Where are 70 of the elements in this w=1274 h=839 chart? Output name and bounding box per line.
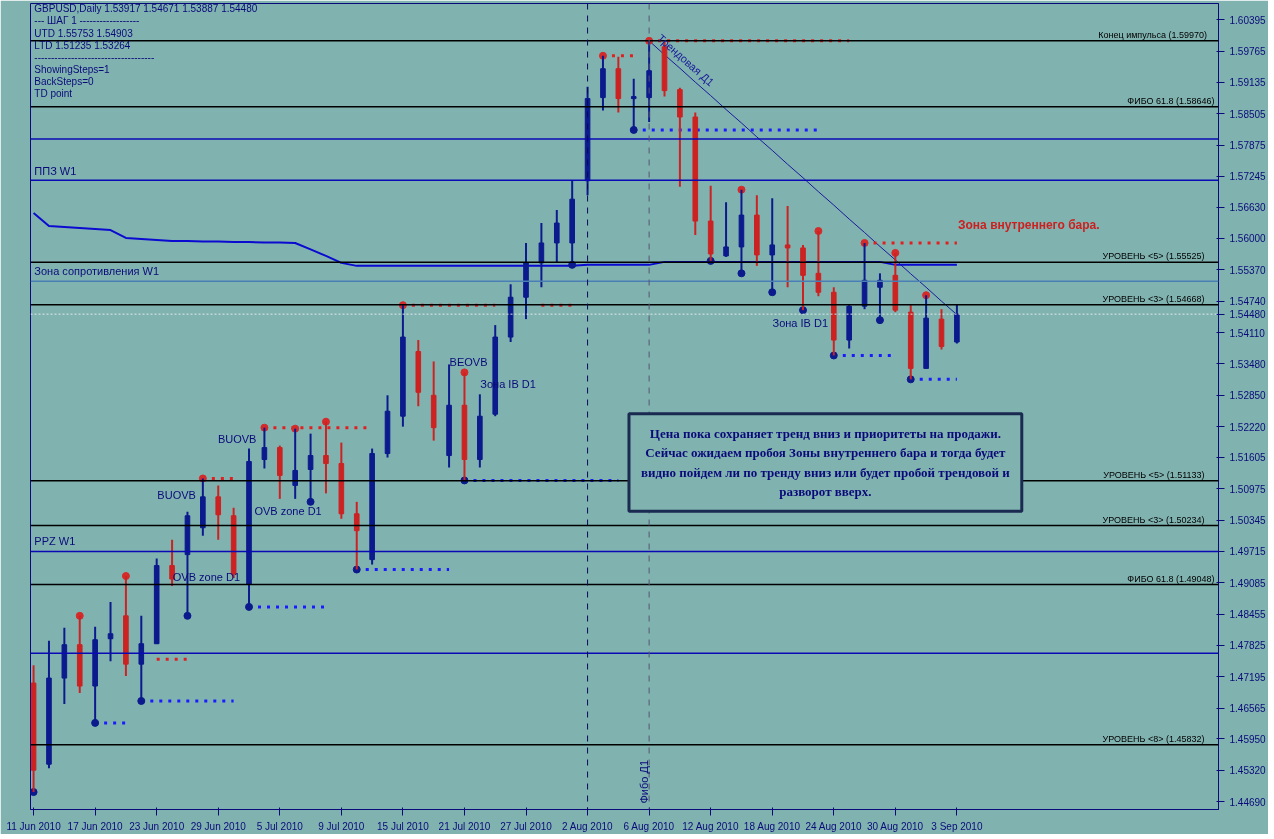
y-tick-label: 1.54740: [1229, 296, 1267, 308]
ref-line-label: УРОВЕНЬ <3> (1.54668): [1102, 293, 1205, 304]
y-tick-label: 1.55370: [1229, 264, 1267, 276]
annotation: ППЗ W1: [34, 164, 77, 177]
y-tick-label: 1.46565: [1229, 703, 1267, 715]
annotation: GBPUSD,Daily 1.53917 1.54671 1.53887 1.54480: [34, 2, 258, 14]
annotation: Зона внутреннего бара.: [958, 218, 1100, 233]
annotation: OVB zone D1: [254, 504, 322, 517]
y-tick-label: 1.45320: [1229, 765, 1267, 777]
y-tick-label: 1.54110: [1229, 327, 1266, 339]
y-tick-label: 1.58505: [1229, 108, 1267, 120]
y-tick-label: 1.59765: [1229, 46, 1267, 58]
x-tick-label: 11 Jun 2010: [6, 820, 62, 832]
y-tick-label: 1.56630: [1229, 202, 1267, 214]
ref-line-label: УРОВЕНЬ <8> (1.45832): [1102, 733, 1205, 744]
y-tick-label: 1.47195: [1229, 671, 1267, 683]
annotation: --- ШАГ 1 ------------------: [34, 14, 140, 26]
y-tick-label: 1.53480: [1229, 358, 1267, 370]
x-tick-label: 12 Aug 2010: [682, 820, 739, 832]
annotation: ------------------------------------: [34, 51, 155, 63]
annotation: UTD 1.55753 1.54903: [34, 27, 134, 39]
annotation: TD point: [34, 88, 73, 99]
ref-line-label: УРОВЕНЬ <5> (1.51133): [1103, 469, 1205, 480]
annotation: PPZ W1: [34, 535, 76, 548]
annotation: BackSteps=0: [34, 76, 94, 88]
y-tick-label: 1.49085: [1229, 577, 1267, 589]
x-tick-label: 15 Jul 2010: [377, 820, 430, 832]
x-tick-label: 2 Aug 2010: [561, 820, 614, 832]
annotation: Цена пока сохраняет тренд вниз и приоритеты на продажи. Сейчас ожидаем пробоя Зоны внутреннего бара и тогда будет видно пойдем ли по тренду вниз или будет пробой трендовой и разворот вверх.: [640, 425, 1011, 500]
x-tick-label: 30 Aug 2010: [866, 820, 924, 832]
x-tick-label: 18 Aug 2010: [743, 820, 801, 832]
annotation: ShowingSteps=1: [34, 64, 111, 76]
x-tick-label: 3 Sep 2010: [931, 820, 983, 832]
y-tick-label: 1.50345: [1229, 515, 1267, 527]
x-tick-label: 29 Jun 2010: [190, 820, 247, 832]
ref-line-label: ФИБО 61.8 (1.49048): [1127, 573, 1215, 584]
y-tick-label: 1.49715: [1229, 546, 1267, 558]
y-tick-label: 1.57875: [1229, 140, 1267, 152]
y-tick-label: 1.56000: [1229, 233, 1267, 245]
x-tick-label: 5 Jul 2010: [256, 820, 304, 832]
y-tick-label: 1.54480: [1229, 309, 1267, 321]
ref-line-label: ФИБО 61.8 (1.58646): [1127, 95, 1215, 106]
annotation: LTD 1.51235 1.53264: [34, 39, 131, 51]
y-tick-label: 1.45950: [1229, 733, 1267, 745]
ref-line-label: Конец импульса (1.59970): [1098, 29, 1208, 40]
y-tick-label: 1.50975: [1229, 483, 1267, 495]
annotation: BEOVB: [449, 356, 488, 369]
x-tick-label: 9 Jul 2010: [318, 820, 365, 832]
x-tick-label: 21 Jul 2010: [438, 820, 491, 832]
x-tick-label: 23 Jun 2010: [129, 820, 185, 832]
x-tick-label: 17 Jun 2010: [67, 820, 124, 832]
annotation: BUOVB: [157, 489, 196, 502]
ref-line-label: Фибо Д1: [638, 759, 651, 804]
y-tick-label: 1.60395: [1229, 14, 1267, 26]
y-tick-label: 1.52220: [1229, 421, 1267, 433]
y-tick-label: 1.52850: [1229, 390, 1267, 402]
y-tick-label: 1.57245: [1229, 171, 1267, 183]
y-tick-label: 1.59135: [1229, 77, 1267, 89]
x-tick-label: 27 Jul 2010: [500, 820, 553, 832]
y-tick-label: 1.44690: [1229, 796, 1267, 808]
ref-line-label: УРОВЕНЬ <3> (1.50234): [1102, 514, 1205, 525]
annotation: Зона сопротивления W1: [34, 264, 160, 277]
y-tick-label: 1.51605: [1229, 452, 1267, 464]
annotation: Зона IB D1: [772, 316, 829, 329]
annotation: BUOVB: [217, 432, 257, 445]
y-tick-label: 1.47825: [1229, 640, 1267, 652]
x-tick-label: 6 Aug 2010: [623, 820, 675, 832]
y-tick-label: 1.48455: [1229, 609, 1267, 621]
x-tick-label: 24 Aug 2010: [805, 820, 863, 832]
ref-line-label: УРОВЕНЬ <5> (1.55525): [1102, 251, 1205, 262]
